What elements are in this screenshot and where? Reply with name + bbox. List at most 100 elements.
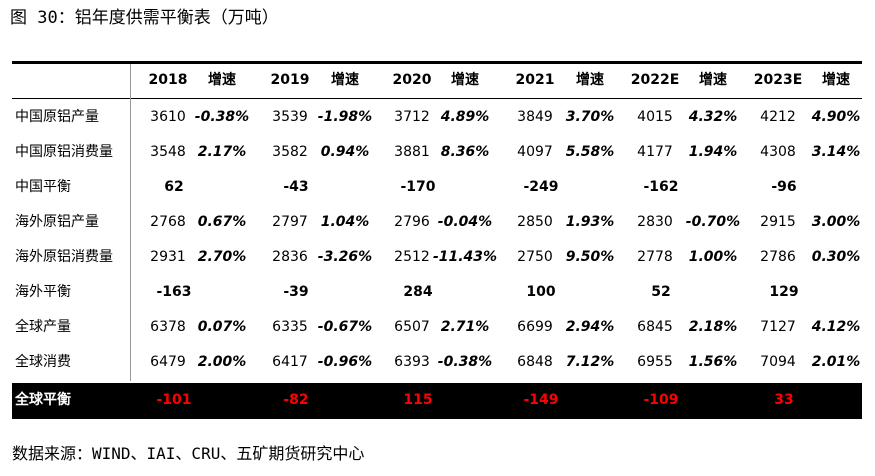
value-cell: -249 <box>523 179 559 195</box>
growth-cell: -0.04% <box>437 214 493 230</box>
header-cell: 2022E <box>630 72 680 88</box>
header-cell: 增速 <box>822 72 850 88</box>
value-cell: 2915 <box>760 214 796 230</box>
value-cell: 6848 <box>517 354 553 370</box>
value-cell: 2512 <box>394 249 430 265</box>
value-cell: 33 <box>774 392 794 408</box>
value-cell: 6378 <box>150 319 186 335</box>
value-cell: 6393 <box>394 354 430 370</box>
value-cell: -96 <box>771 179 797 195</box>
value-cell: 7127 <box>760 319 796 335</box>
source: 数据来源：WIND、IAI、CRU、五矿期货研究中心 <box>12 444 365 463</box>
growth-cell: -1.98% <box>317 109 373 125</box>
growth-cell: 2.17% <box>197 144 247 160</box>
growth-cell: 0.07% <box>197 319 247 335</box>
header-cell: 2020 <box>392 72 432 88</box>
header-cell: 2019 <box>270 72 310 88</box>
growth-cell: 3.70% <box>565 109 615 125</box>
value-cell: 6507 <box>394 319 430 335</box>
value-cell: 129 <box>769 284 799 300</box>
growth-cell: 1.04% <box>320 214 370 230</box>
value-cell: 3539 <box>272 109 308 125</box>
value-cell: 4212 <box>760 109 796 125</box>
value-cell: 2750 <box>517 249 553 265</box>
value-cell: 6699 <box>517 319 553 335</box>
value-cell: 3712 <box>394 109 430 125</box>
column-rule <box>130 64 131 381</box>
value-cell: -101 <box>156 392 192 408</box>
growth-cell: 4.90% <box>811 109 861 125</box>
growth-cell: 1.56% <box>688 354 738 370</box>
growth-cell: -0.96% <box>317 354 373 370</box>
value-cell: 6417 <box>272 354 308 370</box>
value-cell: 6955 <box>637 354 673 370</box>
header-cell: 增速 <box>331 72 359 88</box>
growth-cell: 1.00% <box>688 249 738 265</box>
value-cell: 115 <box>403 392 433 408</box>
growth-cell: 9.50% <box>565 249 615 265</box>
value-cell: -162 <box>643 179 679 195</box>
growth-cell: 5.58% <box>565 144 615 160</box>
growth-cell: -0.67% <box>317 319 373 335</box>
growth-cell: 1.93% <box>565 214 615 230</box>
growth-cell: 3.14% <box>811 144 861 160</box>
value-cell: 7094 <box>760 354 796 370</box>
growth-cell: -0.38% <box>437 354 493 370</box>
value-cell: 4308 <box>760 144 796 160</box>
value-cell: -39 <box>283 284 309 300</box>
value-cell: 2797 <box>272 214 308 230</box>
growth-cell: 4.12% <box>811 319 861 335</box>
value-cell: -82 <box>283 392 309 408</box>
header-cell: 增速 <box>576 72 604 88</box>
value-cell: 3610 <box>150 109 186 125</box>
value-cell: 2830 <box>637 214 673 230</box>
growth-cell: 2.71% <box>440 319 490 335</box>
header-cell: 增速 <box>208 72 236 88</box>
growth-cell: -0.38% <box>194 109 250 125</box>
row-label: 海外平衡 <box>15 284 71 300</box>
row-label: 全球平衡 <box>15 392 71 408</box>
value-cell: 3849 <box>517 109 553 125</box>
value-cell: -163 <box>156 284 192 300</box>
growth-cell: 0.67% <box>197 214 247 230</box>
row-label: 全球产量 <box>15 319 71 335</box>
row-label: 中国原铝消费量 <box>15 144 113 160</box>
value-cell: 2768 <box>150 214 186 230</box>
row-label: 海外原铝消费量 <box>15 249 113 265</box>
value-cell: 4177 <box>637 144 673 160</box>
value-cell: 2796 <box>394 214 430 230</box>
growth-cell: 2.00% <box>197 354 247 370</box>
header-cell: 增速 <box>699 72 727 88</box>
growth-cell: 8.36% <box>440 144 490 160</box>
growth-cell: 3.00% <box>811 214 861 230</box>
top-rule <box>12 61 862 64</box>
growth-cell: 2.18% <box>688 319 738 335</box>
value-cell: 6845 <box>637 319 673 335</box>
value-cell: -43 <box>283 179 309 195</box>
header-cell: 2023E <box>753 72 803 88</box>
value-cell: 3582 <box>272 144 308 160</box>
value-cell: -149 <box>523 392 559 408</box>
value-cell: -109 <box>643 392 679 408</box>
value-cell: 2836 <box>272 249 308 265</box>
header-cell: 增速 <box>451 72 479 88</box>
value-cell: 6335 <box>272 319 308 335</box>
value-cell: 3548 <box>150 144 186 160</box>
value-cell: 284 <box>403 284 433 300</box>
growth-cell: 4.89% <box>440 109 490 125</box>
header-cell: 2018 <box>148 72 188 88</box>
growth-cell: 0.94% <box>320 144 370 160</box>
value-cell: 4097 <box>517 144 553 160</box>
value-cell: 4015 <box>637 109 673 125</box>
value-cell: 2850 <box>517 214 553 230</box>
value-cell: 6479 <box>150 354 186 370</box>
growth-cell: 1.94% <box>688 144 738 160</box>
total-row-bg <box>12 383 862 419</box>
value-cell: 52 <box>651 284 671 300</box>
growth-cell: 0.30% <box>811 249 861 265</box>
row-label: 全球消费 <box>15 354 71 370</box>
growth-cell: 2.01% <box>811 354 861 370</box>
row-label: 中国原铝产量 <box>15 109 99 125</box>
growth-cell: 2.94% <box>565 319 615 335</box>
